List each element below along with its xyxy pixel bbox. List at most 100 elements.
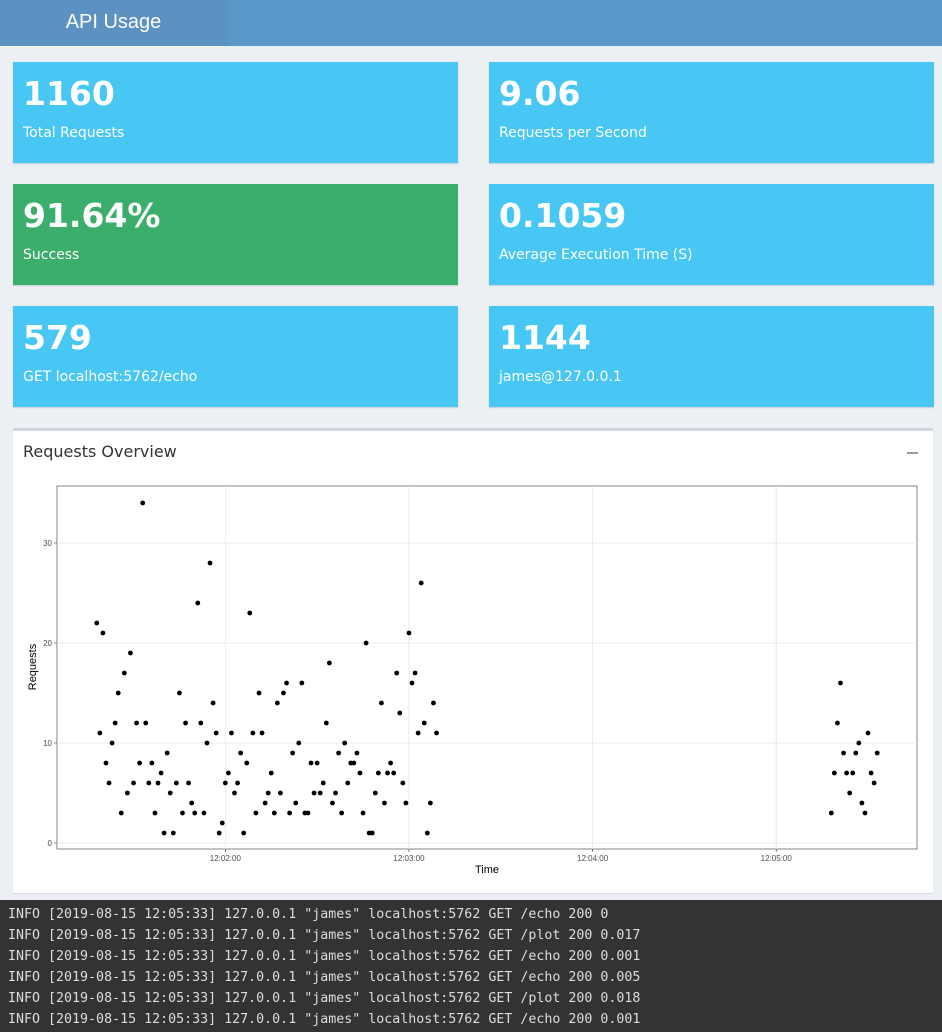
plot-area [56,485,918,850]
point [173,780,179,786]
point [311,790,317,796]
point [103,760,109,766]
point [290,750,296,756]
value-box: 1144 james@127.0.0.1 [489,306,934,407]
point [118,810,124,816]
point [835,720,840,726]
point [427,800,433,806]
point [847,790,853,796]
point [379,700,384,706]
point [128,650,133,656]
point [330,800,335,806]
point [424,830,430,836]
point [244,760,250,766]
point [314,760,320,766]
box-label: Requests per Second [499,125,647,141]
point [229,730,234,736]
y-tick-label: 20 [43,639,52,648]
point [385,770,390,776]
point [287,810,292,816]
log-line: INFO [2019-08-15 12:05:33] 127.0.0.1 "ja… [8,991,641,1006]
x-tick-label: 12:03:00 [393,854,425,863]
point [406,630,412,636]
point [167,790,173,796]
point [375,770,381,776]
point [388,760,393,766]
point [336,750,341,756]
point [859,800,865,806]
point [351,760,357,766]
point [323,720,329,726]
y-tick-label: 0 [48,839,53,848]
point [265,790,271,796]
point [189,800,195,806]
x-tick-label: 12:02:00 [210,854,242,863]
point [198,720,204,726]
point [268,770,274,776]
box-label: Average Execution Time (S) [499,247,693,263]
point [357,770,363,776]
point [158,770,164,776]
point [109,740,115,746]
log-line: INFO [2019-08-15 12:05:33] 127.0.0.1 "ja… [8,907,609,922]
value-box: 91.64% Success [13,184,458,285]
point [124,790,130,796]
point [238,750,244,756]
point [415,730,421,736]
value-box: 9.06 Requests per Second [489,62,934,163]
point [177,690,182,696]
box-value: 91.64% [23,196,161,235]
point [143,720,149,726]
x-tick-label: 12:04:00 [577,854,609,863]
point [372,790,378,796]
y-axis-title: Requests [27,643,39,690]
point [871,780,877,786]
point [161,830,167,836]
box-value: 9.06 [499,74,581,113]
point [155,780,161,786]
point [862,810,868,816]
point [259,730,265,736]
point [317,790,323,796]
point [865,730,871,736]
point [333,790,338,796]
point [201,810,207,816]
point [418,580,424,586]
point [838,680,843,686]
point [274,700,280,706]
point [149,760,155,766]
point [121,670,127,676]
point [180,810,185,816]
point [391,770,397,776]
point [247,610,253,616]
collapse-button[interactable] [907,452,918,454]
point [225,770,231,776]
point [831,770,837,776]
box-label: Success [23,247,80,263]
point [363,640,369,646]
point [278,790,283,796]
point [94,620,100,626]
point [152,810,158,816]
point [170,830,176,836]
point [345,780,351,786]
point [874,750,880,756]
point [210,700,216,706]
point [250,730,256,736]
box-value: 0.1059 [499,196,627,235]
point [192,810,198,816]
point [195,600,201,606]
point [137,760,143,766]
point [382,800,387,806]
point [856,740,862,746]
app-title[interactable]: API Usage [0,0,227,46]
point [235,780,240,786]
point [100,630,106,636]
point [360,810,366,816]
point [339,810,345,816]
point [394,670,400,676]
point [204,740,210,746]
x-axis-title: Time [475,864,499,876]
point [431,700,436,706]
point [140,500,146,506]
